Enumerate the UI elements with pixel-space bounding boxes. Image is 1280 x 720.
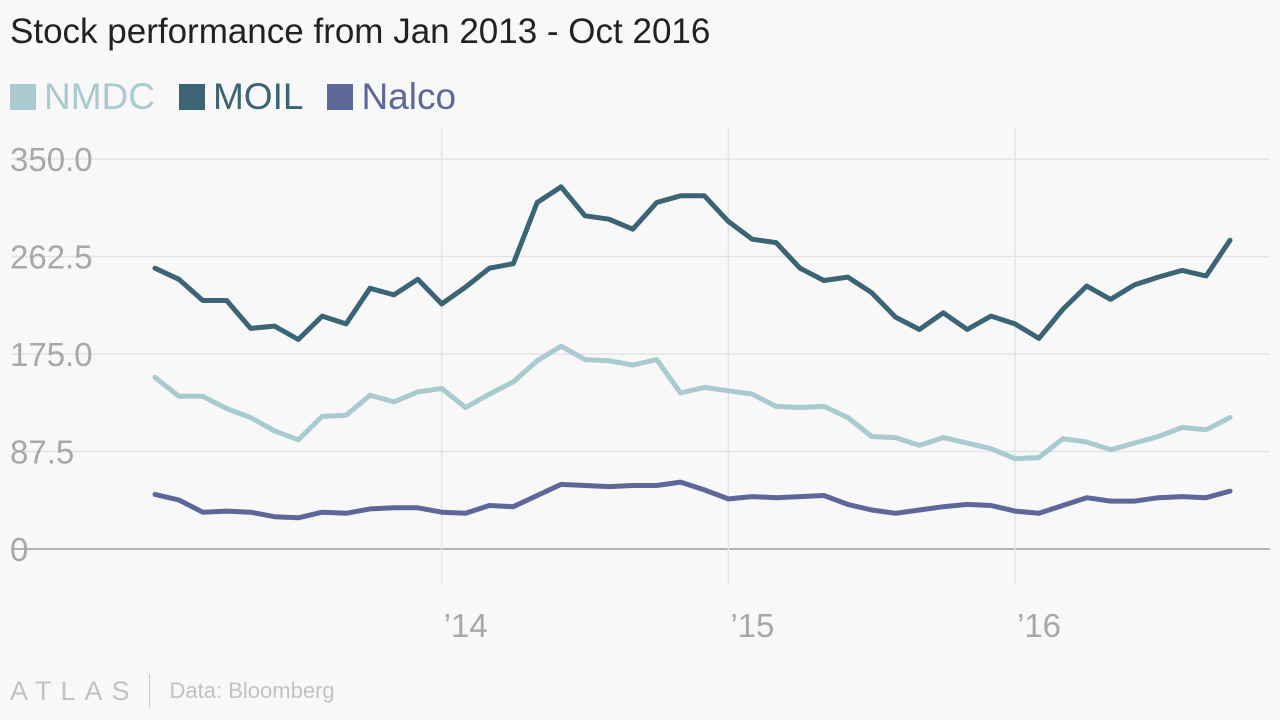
- legend-item-nalco: Nalco: [327, 76, 456, 118]
- source-note: Data: Bloomberg: [169, 678, 335, 703]
- y-tick-label: 262.5: [10, 239, 93, 276]
- x-tick-label: ’16: [1017, 607, 1061, 644]
- atlas-logo: ATLAS: [10, 675, 139, 706]
- series-line-moil: [152, 184, 1233, 342]
- series-line-nalco: [152, 479, 1233, 521]
- x-tick-label: ’14: [444, 607, 488, 644]
- footer-divider: [148, 674, 150, 708]
- legend-swatch-nmdc: [10, 84, 36, 110]
- chart-title: Stock performance from Jan 2013 - Oct 20…: [10, 12, 711, 51]
- legend-swatch-nalco: [327, 84, 354, 110]
- legend-item-nmdc: NMDC: [10, 76, 155, 118]
- series-lines: [152, 184, 1233, 521]
- legend: NMDC MOIL Nalco: [10, 76, 480, 118]
- y-tick-label: 350.0: [10, 141, 93, 178]
- y-axis-ticks: 350.0 262.5 175.0 87.5 0: [10, 141, 93, 568]
- x-axis-ticks: ’14 ’15 ’16: [444, 607, 1061, 644]
- footer: ATLAS Data: Bloomberg: [10, 674, 335, 708]
- x-tick-label: ’15: [730, 607, 774, 644]
- grid: [12, 128, 1270, 585]
- legend-label-nmdc: NMDC: [44, 76, 155, 117]
- legend-item-moil: MOIL: [178, 76, 304, 118]
- legend-label-nalco: Nalco: [361, 76, 457, 117]
- legend-swatch-moil: [178, 84, 205, 110]
- y-tick-label: 87.5: [10, 434, 74, 471]
- legend-label-moil: MOIL: [212, 76, 304, 117]
- series-line-nmdc: [152, 343, 1233, 462]
- y-tick-label: 0: [10, 531, 28, 568]
- y-tick-label: 175.0: [10, 336, 93, 373]
